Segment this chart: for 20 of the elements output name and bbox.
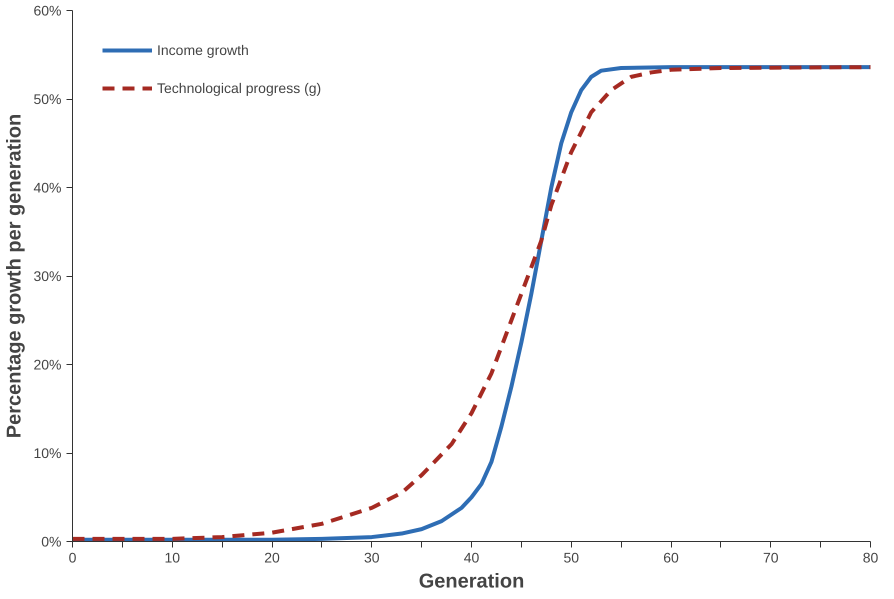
x-tick-label: 80 [862, 550, 878, 566]
legend-label: Technological progress (g) [157, 80, 322, 96]
x-tick-label: 60 [663, 550, 679, 566]
y-tick-label: 0% [41, 534, 62, 550]
y-tick-label: 40% [33, 180, 62, 196]
x-tick-label: 10 [164, 550, 180, 566]
x-tick-label: 50 [563, 550, 580, 566]
y-tick-label: 20% [33, 356, 62, 372]
x-tick-label: 70 [762, 550, 779, 566]
y-tick-label: 50% [33, 91, 62, 107]
legend-label: Income growth [157, 42, 249, 58]
y-tick-label: 60% [33, 2, 62, 18]
x-tick-label: 40 [464, 550, 480, 566]
y-tick-label: 30% [33, 268, 62, 284]
x-tick-label: 20 [264, 550, 280, 566]
x-tick-label: 30 [364, 550, 380, 566]
y-axis-title: Percentage growth per generation [3, 114, 26, 438]
x-axis-title: Generation [418, 570, 524, 592]
x-tick-label: 0 [68, 550, 77, 566]
y-tick-label: 10% [33, 445, 62, 461]
